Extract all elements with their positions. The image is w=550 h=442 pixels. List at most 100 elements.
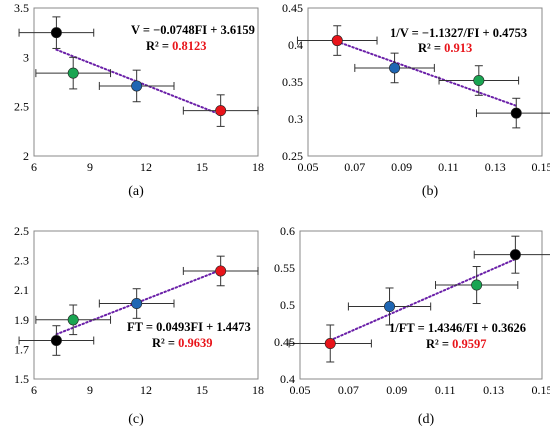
panel-b-x-tick-label-3: 0.11: [438, 160, 459, 174]
panel-c-x-tick-label-3: 15: [196, 383, 208, 397]
panel-d-point-black: [509, 249, 521, 261]
panel-b-equation: 1/V = −1.1327/FI + 0.4753: [390, 26, 527, 40]
panel-a-r2: R² = 0.8123: [146, 39, 207, 53]
panel-b-r2: R² = 0.913: [418, 41, 472, 55]
panel-d-point-red: [324, 337, 336, 349]
panel-d-x-tick-label-1: 0.07: [338, 383, 359, 397]
panel-a-x-tick-label-2: 12: [140, 160, 152, 174]
panel-d-r2-label: R² =: [426, 337, 452, 351]
panel-c-x-tick-label-0: 6: [31, 383, 37, 397]
panel-c-y-tick-label-2: 1.9: [14, 313, 29, 327]
panel-b-r2-value: 0.913: [444, 41, 472, 55]
panel-c-x-tick-label-1: 9: [87, 383, 93, 397]
panel-d-y-tick-label-3: 0.55: [274, 261, 295, 275]
panel-a: 6 9 12 15 18 2 2.5 3 3.5 V = −0.0748FI + 3.6159…: [14, 1, 264, 199]
panel-a-marks: [18, 16, 259, 127]
panel-a-equation: V = −0.0748FI + 3.6159: [131, 23, 255, 37]
panel-b-y-tick-label-2: 0.35: [282, 75, 303, 89]
panel-b-x-tick-label-1: 0.07: [344, 160, 365, 174]
panel-b-y-tick-label-4: 0.45: [282, 1, 303, 15]
panel-d-x-tick-label-2: 0.09: [386, 383, 407, 397]
panel-b-y-tick-label-3: 0.4: [288, 38, 303, 52]
panel-b-point-green: [473, 75, 485, 87]
panel-a-error-bars-2: [98, 69, 175, 103]
panel-d-marks: [288, 235, 550, 363]
panel-b-y-tick-label-1: 0.3: [288, 112, 303, 126]
panel-a-x-ticks: 6 9 12 15 18: [31, 160, 264, 174]
panel-d-label: (d): [418, 412, 435, 427]
panel-b: 0.05 0.07 0.09 0.11 0.13 0.15 0.250.30.350.40…: [282, 1, 550, 199]
panel-d-trendline: [329, 258, 517, 342]
panel-d-x-ticks: 0.05 0.07 0.09 0.11 0.13 0.15: [290, 383, 550, 397]
panel-c-point-green: [67, 314, 79, 326]
panel-d-equation: 1/FT = 1.4346/FI + 0.3626: [389, 321, 526, 335]
panel-a-r2-label: R² =: [146, 39, 172, 53]
panel-d-y-tick-label-2: 0.5: [280, 298, 295, 312]
panel-b-y-tick-label-0: 0.25: [282, 149, 303, 163]
panel-b-x-tick-label-5: 0.15: [532, 160, 550, 174]
panel-d-y-tick-label-4: 0.6: [280, 224, 295, 238]
panel-d-x-tick-label-0: 0.05: [290, 383, 311, 397]
panel-a-y-ticks: 2 2.5 3 3.5: [14, 1, 29, 163]
panel-c-y-ticks: 1.5 1.7 1.9 2.1 2.3 2.5: [14, 224, 29, 386]
panel-a-x-tick-label-1: 9: [87, 160, 93, 174]
panel-d-y-tick-label-0: 0.4: [280, 372, 295, 386]
panel-c-r2-value: 0.9639: [178, 336, 212, 350]
panel-a-y-tick-label-3: 3.5: [14, 1, 29, 15]
panel-b-x-tick-label-0: 0.05: [298, 160, 319, 174]
panel-c-marks: [18, 255, 259, 356]
panel-a-point-black: [50, 27, 62, 39]
panel-c-y-tick-label-1: 1.7: [14, 342, 29, 356]
panel-c-point-blue: [131, 298, 143, 310]
panel-b-point-blue: [389, 62, 401, 74]
panel-b-x-tick-label-2: 0.09: [391, 160, 412, 174]
panel-c: 6 9 12 15 18 1.5 1.7 1.9 2.1 2.3 2.5 FT = 0.0493F…: [14, 224, 264, 427]
panel-a-point-blue: [131, 80, 143, 92]
panel-c-r2: R² = 0.9639: [152, 336, 213, 350]
panel-a-y-tick-label-1: 2.5: [14, 100, 29, 114]
panel-a-x-tick-label-3: 15: [196, 160, 208, 174]
panel-a-x-tick-label-0: 6: [31, 160, 37, 174]
panel-b-r2-label: R² =: [418, 41, 444, 55]
panel-d-y-ticks: 0.4 0.45 0.5 0.55 0.6: [274, 224, 295, 386]
panel-c-r2-label: R² =: [152, 336, 178, 350]
panel-c-x-tick-label-4: 18: [252, 383, 264, 397]
panel-a-plot-frame: [33, 7, 259, 157]
panel-a-point-green: [67, 67, 79, 79]
panel-d-r2-value: 0.9597: [452, 337, 486, 351]
panel-d: 0.05 0.07 0.09 0.11 0.13 0.15 0.40.450.50.550…: [274, 224, 550, 427]
panel-b-trendline: [336, 40, 518, 107]
panel-a-point-red: [215, 105, 227, 117]
panel-d-point-green: [471, 279, 483, 291]
panel-c-x-tick-label-2: 12: [140, 383, 152, 397]
panel-c-y-tick-label-5: 2.5: [14, 224, 29, 238]
panel-a-y-tick-label-0: 2: [23, 149, 29, 163]
panel-c-y-tick-label-4: 2.3: [14, 254, 29, 268]
panel-c-y-tick-label-3: 2.1: [14, 283, 29, 297]
panel-b-y-ticks: 0.25 0.3 0.35 0.4 0.45: [282, 1, 303, 163]
panel-d-plot-frame: [299, 230, 543, 380]
panel-c-point-red: [215, 265, 227, 277]
panel-d-r2: R² = 0.9597: [426, 337, 487, 351]
panel-b-plot-frame: [307, 7, 543, 157]
panel-d-x-tick-label-5: 0.15: [532, 383, 550, 397]
panel-c-equation: FT = 0.0493FI + 1.4473: [127, 320, 251, 334]
panel-b-x-tick-label-4: 0.13: [485, 160, 506, 174]
panel-b-point-red: [331, 35, 343, 47]
panel-b-point-black: [510, 107, 522, 119]
panel-c-point-black: [50, 335, 62, 347]
panel-d-y-tick-label-1: 0.45: [274, 335, 295, 349]
panel-b-x-ticks: 0.05 0.07 0.09 0.11 0.13 0.15: [298, 160, 550, 174]
panel-b-marks: [296, 25, 550, 129]
panel-b-label: (b): [422, 184, 439, 199]
panel-d-x-tick-label-3: 0.11: [435, 383, 456, 397]
panel-a-label: (a): [128, 184, 144, 199]
panel-a-r2-value: 0.8123: [172, 39, 206, 53]
panel-c-label: (c): [128, 412, 144, 427]
panel-c-plot-frame: [33, 230, 259, 380]
panel-a-y-tick-label-2: 3: [23, 50, 29, 64]
panel-c-x-ticks: 6 9 12 15 18: [31, 383, 264, 397]
panel-d-x-tick-label-4: 0.13: [483, 383, 504, 397]
panel-d-point-blue: [384, 300, 396, 312]
